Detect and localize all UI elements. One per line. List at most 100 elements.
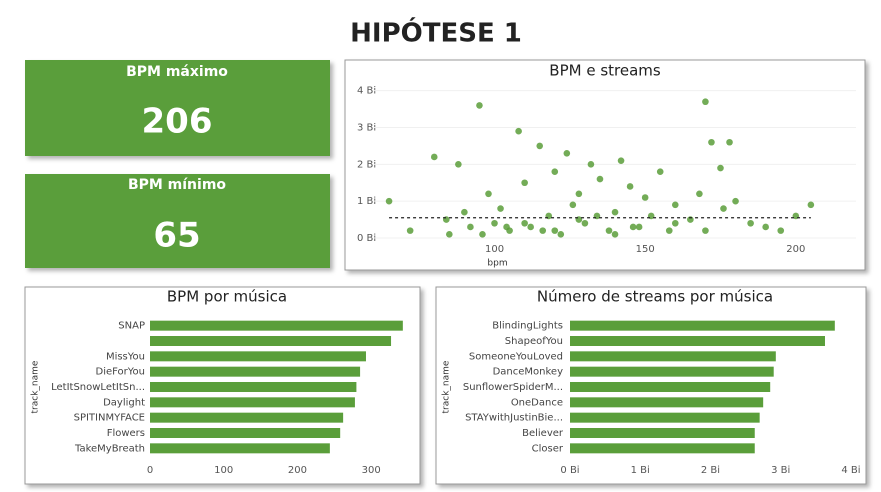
y-tick-label: DanceMonkey: [493, 367, 563, 378]
point: [575, 190, 583, 198]
bar: [150, 382, 357, 392]
y-tick-label: BlindingLights: [492, 321, 563, 332]
point: [479, 231, 486, 238]
chart-title: Número de streams por música: [537, 288, 773, 306]
point: [596, 175, 604, 183]
bar: [570, 336, 825, 346]
card-label: BPM mínimo: [128, 177, 226, 193]
bar: [570, 366, 774, 377]
point: [461, 208, 468, 216]
x-tick-label: 300: [362, 465, 381, 476]
x-tick-label: 0: [147, 465, 153, 476]
y-tick-label: Daylight: [103, 397, 145, 408]
point: [539, 227, 547, 234]
point: [497, 205, 504, 212]
x-tick-label: 0 Bi: [560, 465, 579, 476]
card: [25, 174, 330, 268]
point: [702, 98, 709, 106]
x-tick-label: 100: [485, 244, 504, 255]
point: [656, 168, 664, 176]
point: [629, 223, 637, 231]
x-tick-label: 100: [214, 465, 233, 476]
point: [503, 223, 510, 231]
y-tick-label: MissYou: [106, 351, 145, 362]
point: [762, 223, 769, 231]
point: [521, 179, 528, 187]
point: [617, 157, 625, 164]
card-label: BPM máximo: [126, 64, 228, 80]
x-tick-label: 200: [288, 465, 307, 476]
point: [747, 219, 754, 227]
card-value: 206: [142, 102, 213, 142]
point: [467, 223, 474, 231]
point: [671, 201, 679, 209]
card: [25, 60, 330, 156]
point: [527, 223, 534, 231]
point: [702, 227, 709, 234]
point: [406, 227, 414, 234]
point: [696, 190, 703, 198]
point: [635, 223, 643, 231]
point: [777, 227, 785, 234]
y-tick-label: 4 Bi: [357, 86, 376, 97]
point: [587, 161, 595, 168]
bar: [570, 428, 755, 438]
point: [521, 219, 528, 227]
x-tick-label: 200: [786, 244, 805, 255]
point: [536, 142, 544, 150]
charts: BPM e streams 0 Bi 1 Bi 2 Bi 3 Bi 4 Bi 100 150 2…: [31, 62, 861, 477]
point: [641, 194, 649, 201]
x-tick-label: 3 Bi: [771, 465, 790, 476]
bar: [150, 443, 330, 454]
point: [807, 201, 815, 209]
bar: [570, 443, 755, 454]
y-tick-label: 0 Bi: [357, 233, 376, 244]
bar: [150, 366, 361, 377]
point: [455, 161, 462, 168]
y-tick-label: DieForYou: [96, 367, 146, 378]
bar: [570, 412, 760, 423]
point: [605, 227, 613, 234]
point: [626, 183, 634, 190]
y-tick-label: TakeMyBreath: [74, 443, 145, 454]
point: [671, 219, 679, 227]
y-tick-label: SomeoneYouLoved: [469, 351, 563, 362]
point: [476, 102, 483, 109]
point: [708, 138, 715, 146]
point: [720, 205, 727, 212]
page-title: HIPÓTESE 1: [350, 17, 522, 49]
panel: [344, 59, 866, 271]
bar: [150, 397, 355, 408]
point: [732, 197, 739, 205]
point: [551, 168, 559, 176]
point: [557, 231, 565, 238]
point: [515, 127, 522, 135]
point: [665, 227, 673, 234]
point: [551, 227, 559, 234]
y-tick-label: LetItSnowLetItSn...: [51, 382, 145, 393]
point: [569, 201, 577, 209]
y-tick-label: SNAP: [118, 321, 145, 332]
x-tick-label: 1 Bi: [631, 465, 650, 476]
point: [385, 197, 393, 205]
point: [611, 231, 619, 238]
point: [611, 208, 619, 216]
point: [726, 138, 733, 146]
y-tick-label: Closer: [532, 443, 564, 454]
bar: [150, 336, 392, 346]
bar: [570, 382, 771, 392]
bar: [150, 320, 403, 331]
y-tick-label: SunflowerSpiderM...: [463, 382, 563, 393]
y-tick-label: SPITINMYFACE: [74, 413, 145, 424]
point: [485, 190, 492, 198]
point: [446, 231, 453, 238]
x-tick-label: 4 Bi: [841, 465, 860, 476]
bar: [570, 320, 835, 331]
point: [491, 219, 498, 227]
bar: [150, 351, 366, 362]
chart-title: BPM por música: [167, 288, 287, 306]
y-tick-label: Flowers: [107, 428, 145, 439]
x-axis-label: bpm: [487, 259, 507, 269]
card-value: 65: [153, 216, 200, 256]
